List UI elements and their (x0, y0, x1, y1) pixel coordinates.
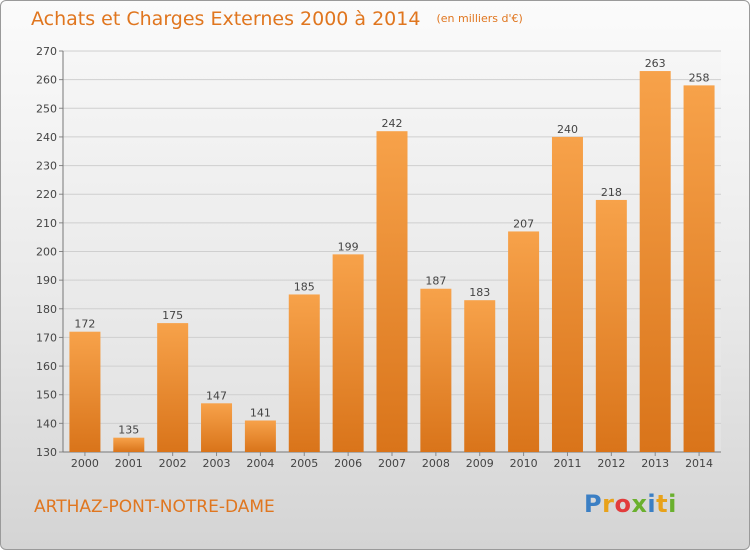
y-tick-label: 150 (36, 389, 57, 402)
y-tick-label: 200 (36, 246, 57, 259)
data-label-2012: 218 (601, 186, 622, 199)
y-tick-label: 210 (36, 217, 57, 230)
bar-2009 (464, 300, 496, 452)
y-tick-label: 240 (36, 131, 57, 144)
bar-2004 (244, 420, 276, 452)
x-tick-label-2008: 2008 (422, 457, 450, 470)
logo-letter: o (614, 490, 632, 518)
logo-letter: i (668, 490, 677, 518)
y-tick-label: 130 (36, 446, 57, 459)
data-label-2004: 141 (250, 406, 271, 419)
y-tick-label: 190 (36, 274, 57, 287)
x-tick-label-2007: 2007 (378, 457, 406, 470)
y-tick-label: 260 (36, 74, 57, 87)
x-tick-label-2001: 2001 (115, 457, 143, 470)
x-tick-label-2000: 2000 (71, 457, 99, 470)
y-tick-label: 230 (36, 160, 57, 173)
logo-letter: r (602, 490, 615, 518)
data-label-2014: 258 (689, 71, 710, 84)
data-label-2010: 207 (513, 217, 534, 230)
commune-name: ARTHAZ-PONT-NOTRE-DAME (34, 497, 275, 517)
x-tick-label-2002: 2002 (159, 457, 187, 470)
data-label-2013: 263 (645, 57, 666, 70)
bar-2000 (69, 331, 101, 452)
chart-title-main: Achats et Charges Externes 2000 à 2014 (31, 8, 421, 30)
x-tick-label-2011: 2011 (553, 457, 581, 470)
data-label-2000: 172 (74, 318, 95, 331)
logo-letter: P (584, 490, 603, 518)
x-tick-label-2006: 2006 (334, 457, 362, 470)
y-tick-label: 270 (36, 45, 57, 58)
bar-2010 (508, 231, 540, 452)
x-tick-label-2012: 2012 (597, 457, 625, 470)
x-tick-label-2003: 2003 (203, 457, 231, 470)
bar-2013 (639, 71, 671, 453)
x-tick-label-2004: 2004 (246, 457, 274, 470)
x-tick-label-2014: 2014 (685, 457, 713, 470)
x-tick-label-2013: 2013 (641, 457, 669, 470)
chart-title: Achats et Charges Externes 2000 à 2014 (… (31, 8, 523, 30)
data-label-2002: 175 (162, 309, 183, 322)
bar-2008 (420, 288, 452, 452)
y-tick-label: 170 (36, 331, 57, 344)
proxiti-logo: Proxiti (584, 490, 677, 518)
bar-2001 (113, 437, 145, 452)
bar-2006 (332, 254, 364, 452)
y-tick-label: 160 (36, 360, 57, 373)
bar-2007 (376, 131, 408, 452)
bar-2002 (157, 323, 189, 452)
data-label-2008: 187 (425, 275, 446, 288)
logo-letter: t (656, 490, 669, 518)
data-label-2001: 135 (118, 424, 139, 437)
y-tick-label: 180 (36, 303, 57, 316)
y-tick-label: 220 (36, 188, 57, 201)
x-tick-label-2010: 2010 (510, 457, 538, 470)
bar-2003 (201, 403, 233, 452)
data-label-2005: 185 (294, 280, 315, 293)
data-label-2009: 183 (469, 286, 490, 299)
y-tick-label: 140 (36, 417, 57, 430)
x-tick-label-2005: 2005 (290, 457, 318, 470)
bar-2011 (551, 136, 583, 452)
data-label-2003: 147 (206, 389, 227, 402)
data-label-2011: 240 (557, 123, 578, 136)
bar-2005 (288, 294, 320, 452)
data-label-2006: 199 (338, 240, 359, 253)
x-tick-label-2009: 2009 (466, 457, 494, 470)
logo-letter: i (647, 490, 657, 518)
chart-title-unit: (en milliers d'€) (436, 12, 523, 25)
y-tick-label: 250 (36, 102, 57, 115)
logo-letter: x (631, 490, 648, 518)
bar-2012 (595, 199, 627, 452)
bar-2014 (683, 85, 715, 452)
data-label-2007: 242 (382, 117, 403, 130)
